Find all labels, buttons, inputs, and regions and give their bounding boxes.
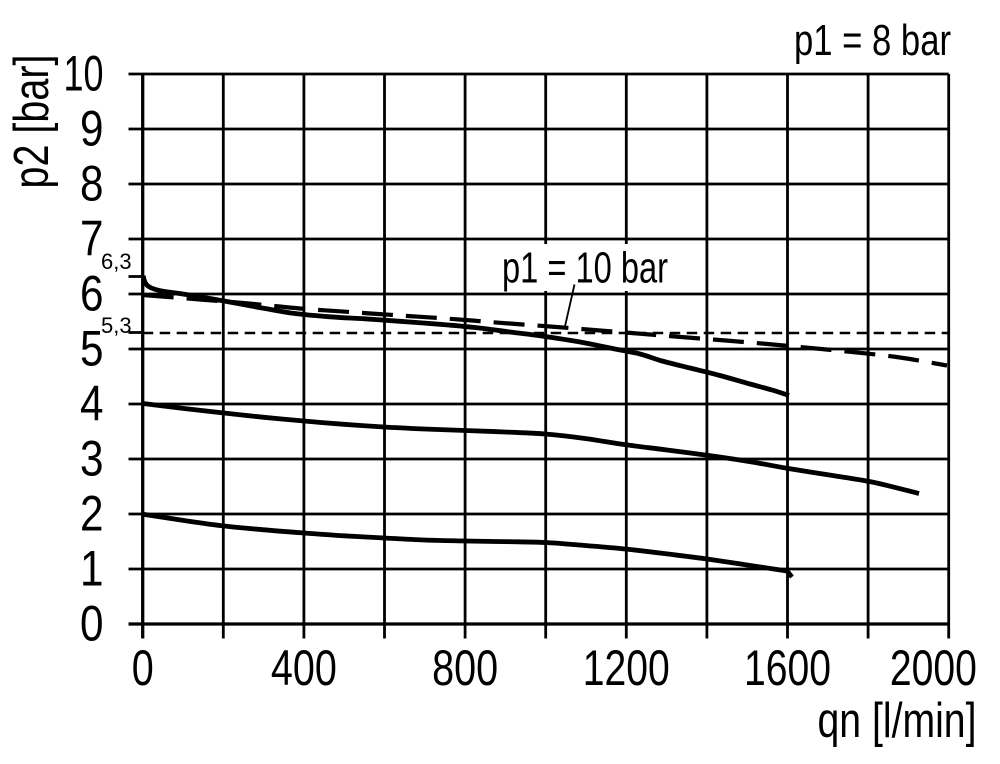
svg-text:0: 0 bbox=[132, 640, 154, 696]
svg-text:p2 [bar]: p2 [bar] bbox=[5, 55, 59, 189]
svg-text:8: 8 bbox=[80, 156, 104, 212]
svg-text:2000: 2000 bbox=[890, 640, 977, 696]
svg-text:7: 7 bbox=[80, 211, 104, 267]
svg-text:p1 = 10 bar: p1 = 10 bar bbox=[502, 244, 668, 293]
svg-text:5,3: 5,3 bbox=[101, 313, 132, 338]
svg-text:1200: 1200 bbox=[583, 640, 670, 696]
svg-text:0: 0 bbox=[80, 596, 104, 652]
svg-text:2: 2 bbox=[80, 486, 104, 542]
svg-text:800: 800 bbox=[432, 640, 498, 696]
svg-text:6: 6 bbox=[80, 266, 104, 322]
svg-text:9: 9 bbox=[80, 101, 104, 157]
svg-text:p1 = 8 bar: p1 = 8 bar bbox=[794, 16, 951, 65]
svg-text:10: 10 bbox=[64, 46, 104, 102]
svg-text:400: 400 bbox=[271, 640, 337, 696]
svg-text:1: 1 bbox=[80, 541, 104, 597]
svg-text:3: 3 bbox=[80, 431, 104, 487]
svg-text:1600: 1600 bbox=[744, 640, 831, 696]
svg-text:4: 4 bbox=[80, 376, 104, 432]
svg-text:5: 5 bbox=[80, 321, 104, 377]
svg-text:qn [l/min]: qn [l/min] bbox=[818, 694, 977, 748]
svg-text:6,3: 6,3 bbox=[101, 249, 132, 274]
